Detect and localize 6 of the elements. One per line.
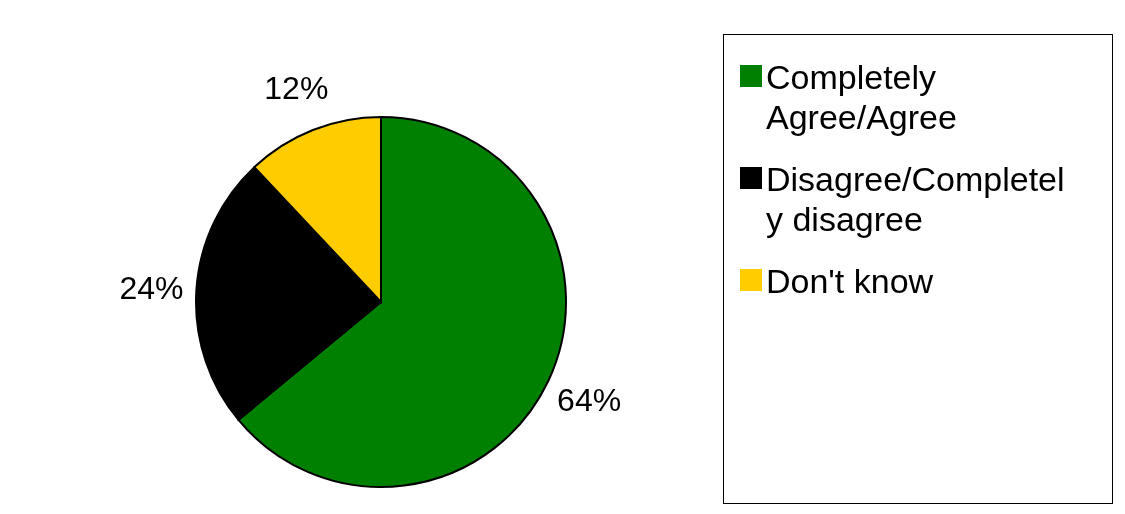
data-label: 24%	[119, 269, 184, 306]
data-label: 64%	[557, 381, 622, 418]
data-label: 12%	[264, 70, 329, 107]
legend-label: Disagree/Completely disagree	[766, 159, 1066, 239]
legend-label: Don't know	[766, 261, 935, 301]
legend-label: Completely Agree/Agree	[766, 57, 958, 137]
